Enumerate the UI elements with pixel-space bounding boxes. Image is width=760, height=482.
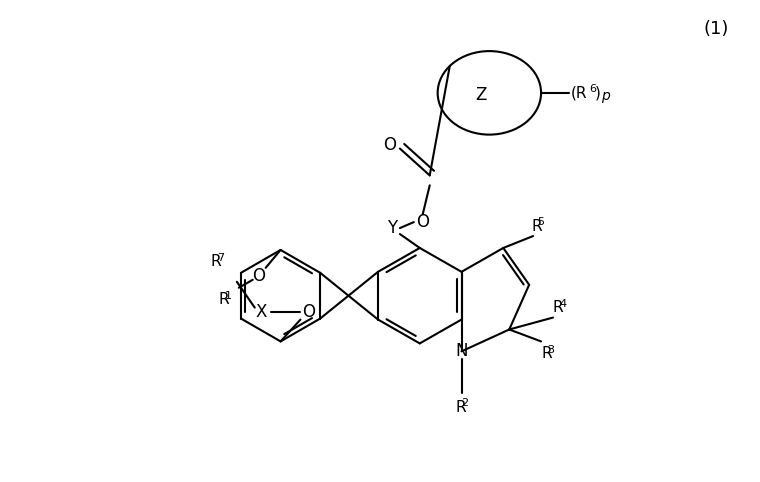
Text: R: R: [531, 218, 542, 234]
Text: R: R: [211, 254, 222, 269]
Text: (1): (1): [703, 20, 729, 38]
Text: 6: 6: [589, 84, 596, 94]
Text: 1: 1: [225, 291, 232, 301]
Text: 7: 7: [217, 253, 224, 263]
Text: 4: 4: [559, 299, 566, 309]
Text: Z: Z: [476, 86, 487, 104]
Text: 2: 2: [461, 398, 469, 408]
Text: O: O: [416, 213, 429, 231]
Text: R: R: [553, 300, 564, 315]
Text: 5: 5: [537, 217, 544, 227]
Text: N: N: [455, 342, 467, 361]
Text: 3: 3: [547, 345, 554, 355]
Text: ): ): [595, 85, 600, 100]
Text: O: O: [252, 267, 265, 285]
Text: O: O: [302, 303, 315, 321]
Text: R: R: [219, 292, 230, 307]
Text: X: X: [255, 303, 266, 321]
Text: O: O: [384, 135, 397, 154]
Text: p: p: [600, 89, 610, 103]
Text: (R: (R: [571, 85, 587, 100]
Text: Y: Y: [387, 219, 397, 237]
Text: R: R: [541, 346, 552, 361]
Text: R: R: [455, 400, 466, 415]
